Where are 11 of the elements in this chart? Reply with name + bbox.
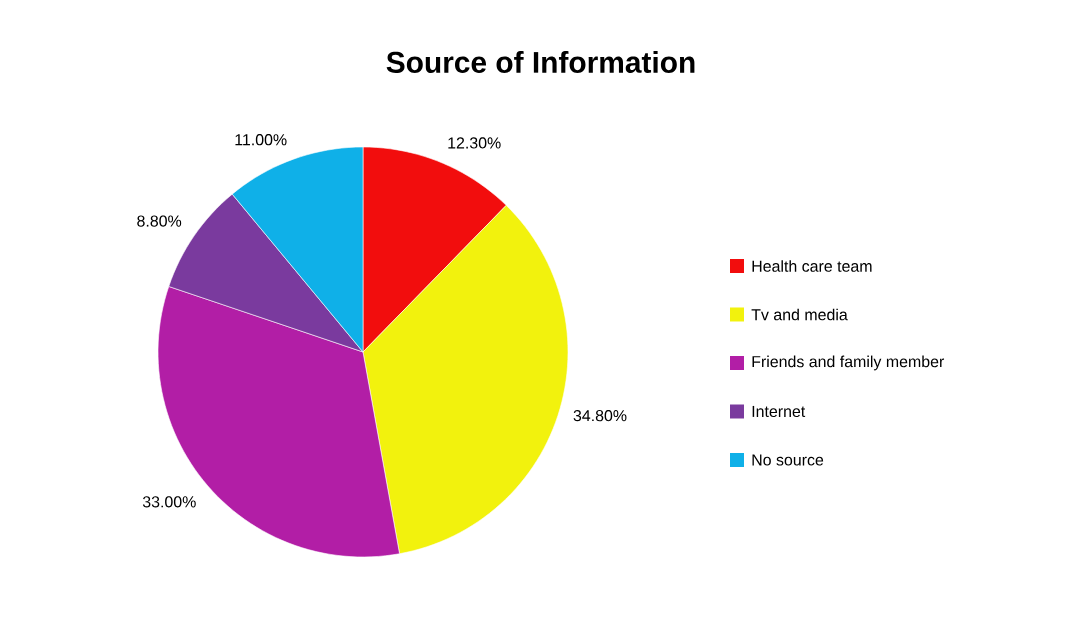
legend-label: No source bbox=[752, 454, 824, 466]
legend-label: Internet bbox=[752, 405, 806, 418]
data-label: 8.80% bbox=[137, 215, 182, 227]
chart-title: Source of Information bbox=[386, 51, 695, 73]
data-label: 33.00% bbox=[142, 496, 196, 508]
legend-label: Tv and media bbox=[751, 308, 848, 321]
data-label: 11.00% bbox=[235, 134, 287, 146]
data-label: 12.30% bbox=[448, 137, 501, 149]
legend-label: Friends and family member bbox=[752, 355, 945, 371]
legend-label: Health care team bbox=[752, 260, 872, 272]
data-label: 34.80% bbox=[573, 409, 627, 422]
